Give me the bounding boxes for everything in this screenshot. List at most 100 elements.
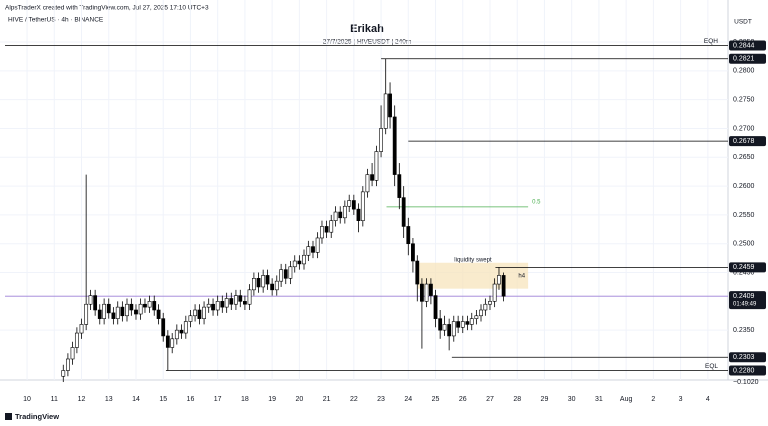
- candle-body: [397, 174, 402, 198]
- currency: USDT: [734, 19, 752, 26]
- candle-body: [456, 321, 461, 328]
- candle-body: [347, 200, 352, 207]
- price-tag-label: 0.2459: [733, 264, 755, 271]
- chart-title: Erikah: [350, 23, 384, 35]
- candle-body: [356, 208, 361, 221]
- price-tag-label: 0.2844: [733, 42, 755, 49]
- candle-body: [106, 303, 111, 314]
- candle-body: [70, 347, 75, 360]
- candle-body: [479, 309, 483, 317]
- x-tick-label: 4: [706, 396, 710, 403]
- price-tag: [729, 365, 766, 376]
- candle-body: [97, 309, 102, 319]
- candle-body: [79, 324, 84, 334]
- candle-body: [324, 226, 329, 233]
- candle-body: [374, 151, 379, 181]
- candle-body: [415, 260, 420, 285]
- candle-body: [125, 303, 129, 317]
- candle-body: [442, 324, 447, 331]
- candle-body: [465, 321, 470, 325]
- candle-body: [424, 283, 429, 302]
- candle-body: [102, 303, 107, 319]
- zone-label: liquidity swept: [454, 257, 492, 263]
- candle-body: [433, 295, 438, 319]
- candle-body: [74, 332, 79, 348]
- x-tick-label: 16: [187, 396, 195, 403]
- candle-body: [147, 301, 152, 308]
- candle-body: [483, 303, 488, 311]
- candle-body: [238, 295, 243, 302]
- candle-body: [401, 197, 406, 227]
- candle-body: [320, 226, 324, 239]
- candle-body: [492, 283, 497, 302]
- x-tick-label: 12: [78, 396, 86, 403]
- x-tick-label: 20: [295, 396, 303, 403]
- candle-body: [251, 278, 256, 291]
- candle-body: [474, 315, 479, 319]
- x-tick-label: 30: [568, 396, 576, 403]
- candle-body: [93, 295, 98, 311]
- candle-body: [120, 306, 125, 317]
- x-tick-label: Aug: [620, 396, 633, 403]
- candle-body: [379, 128, 383, 152]
- candle-body: [156, 309, 161, 319]
- y-tick-label: 0.2350: [733, 327, 755, 334]
- x-tick-label: 17: [214, 396, 222, 403]
- countdown: 01:49:49: [733, 302, 757, 308]
- candle-body: [197, 309, 202, 319]
- candle-body: [302, 254, 306, 265]
- candle-body: [224, 298, 229, 308]
- candle-body: [61, 370, 66, 377]
- candle-body: [193, 309, 197, 317]
- price-tag: [729, 40, 766, 51]
- candle-body: [488, 301, 492, 305]
- candle-body: [306, 246, 311, 256]
- credit: AlpsTraderX created with TradingView.com…: [5, 5, 209, 12]
- candle-body: [88, 295, 93, 305]
- candle-body: [66, 358, 70, 371]
- candle-body: [143, 303, 147, 308]
- candle-body: [460, 321, 465, 328]
- candle-body: [111, 312, 116, 319]
- candle-body: [365, 174, 370, 193]
- x-tick-label: 23: [377, 396, 385, 403]
- price-tag-label: 0.2821: [733, 56, 755, 63]
- y-tick-label: 0.2550: [733, 212, 755, 219]
- x-tick-label: 27: [486, 396, 494, 403]
- candle-body: [138, 303, 143, 315]
- candle-body: [84, 303, 89, 325]
- x-tick-label: 25: [432, 396, 440, 403]
- candle-body: [247, 289, 252, 305]
- logo-icon: [5, 413, 12, 420]
- x-tick-label: 13: [105, 396, 113, 403]
- candle-body: [174, 329, 179, 340]
- candle-body: [206, 303, 211, 308]
- candle-body: [429, 283, 433, 296]
- candle-body: [229, 298, 234, 305]
- fib-label: 0.5: [532, 199, 541, 205]
- candle-body: [129, 303, 134, 311]
- candle-body: [420, 283, 424, 302]
- brand-logo: TradingView: [5, 412, 59, 421]
- candle-body: [501, 275, 506, 297]
- price-tag: [729, 136, 766, 147]
- candle-body: [202, 306, 206, 319]
- x-tick-label: 26: [459, 396, 467, 403]
- candle-body: [211, 303, 215, 311]
- candle-body: [338, 211, 343, 219]
- x-tick-label: 14: [132, 396, 140, 403]
- x-tick-label: 15: [159, 396, 167, 403]
- price-tag-label: 0.2409: [733, 293, 755, 300]
- candle-body: [115, 306, 120, 319]
- candle-body: [469, 318, 474, 325]
- candle-body: [342, 205, 347, 219]
- y-tick-label: 0.2750: [733, 97, 755, 104]
- candle-body: [388, 93, 392, 118]
- candle-body: [188, 315, 193, 322]
- candle-body: [438, 318, 443, 331]
- level-name: EQH: [704, 38, 718, 45]
- zone-tag: h4: [518, 273, 525, 279]
- candle-body: [179, 329, 184, 334]
